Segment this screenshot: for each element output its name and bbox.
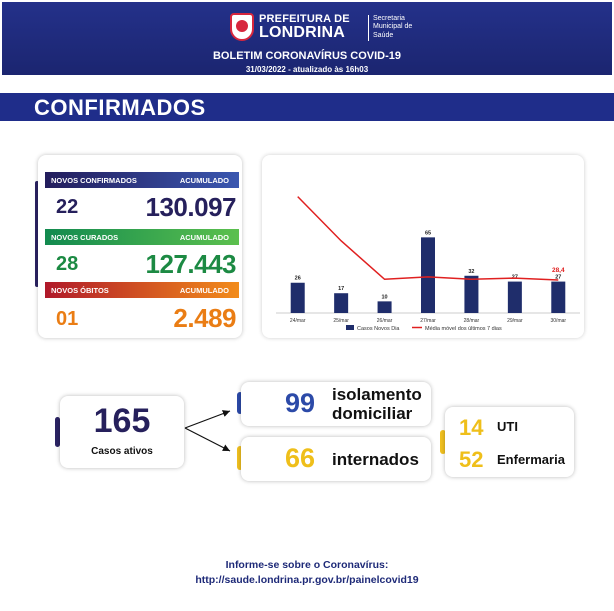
info-link[interactable]: http://saude.londrina.pr.gov.br/painelco… [195, 574, 419, 586]
confirmados-acc-label: ACUMULADO [179, 176, 229, 185]
curados-acc-label: ACUMULADO [179, 233, 229, 242]
enfermaria-label: Enfermaria [497, 452, 565, 467]
moving-average-last-label: 28,4 [552, 267, 565, 274]
bar-value-label: 32 [468, 269, 474, 275]
prefeitura-logo: PREFEITURA DE LONDRINA Secretaria Munici… [230, 13, 412, 43]
section-bar: CONFIRMADOS [0, 93, 614, 121]
chart-panel: 26 24/mar 17 25/mar 10 26/mar 65 27/mar 32 28/mar… [262, 155, 584, 338]
bar [464, 275, 479, 313]
confirmados-label: NOVOS CONFIRMADOS [51, 176, 137, 185]
leitos-accent-bar [440, 430, 446, 454]
header-banner: PREFEITURA DE LONDRINA Secretaria Munici… [0, 0, 614, 77]
isolamento-label-l2: domiciliar [332, 404, 413, 423]
bar-value-label: 26 [295, 276, 301, 282]
info-line1: Informe-se sobre o Coronavírus: [225, 559, 389, 571]
isolamento-value: 99 [285, 388, 316, 418]
isolamento-label-l1: isolamento [332, 385, 422, 404]
obitos-acumulado: 2.489 [173, 303, 236, 333]
logo-sub-line: Municipal de [373, 23, 413, 31]
bar [551, 281, 566, 313]
bar-value-label: 17 [338, 286, 344, 292]
isolamento-accent-bar [237, 392, 243, 414]
curados-header: NOVOS CURADOS ACUMULADO [45, 229, 239, 245]
legend-bar-swatch [346, 325, 354, 330]
logo-sub-line: Saúde [373, 31, 394, 39]
enfermaria-value: 52 [459, 447, 484, 472]
isolamento-label: isolamento domiciliar [332, 385, 422, 423]
city-crest-icon [230, 13, 254, 41]
logo-sub-line: Secretaria [373, 15, 405, 22]
confirmados-header: NOVOS CONFIRMADOS ACUMULADO [45, 172, 239, 188]
bar [377, 301, 392, 313]
internados-label: internados [332, 450, 419, 469]
curados-label: NOVOS CURADOS [51, 233, 119, 242]
bar-value-label: 27 [555, 275, 561, 281]
internados-value: 66 [285, 443, 316, 473]
internados-card: 66 internados [241, 437, 431, 481]
arrow-to-isolamento [184, 410, 231, 429]
bulletin-date: 31/03/2022 - atualizado às 16h03 [245, 65, 369, 74]
x-tick-label: 27/mar [420, 318, 436, 324]
obitos-header: NOVOS ÓBITOS ACUMULADO [45, 282, 239, 298]
ativos-value: 165 [93, 402, 151, 440]
arrow-to-internados [184, 427, 231, 452]
header-background [2, 2, 612, 75]
isolamento-card: 99 isolamento domiciliar [241, 382, 431, 426]
ativos-accent-bar [55, 417, 60, 447]
confirmados-novos: 22 [56, 196, 79, 218]
x-tick-label: 30/mar [551, 318, 567, 324]
x-tick-label: 25/mar [333, 318, 349, 324]
x-tick-label: 24/mar [290, 318, 306, 324]
bar [421, 237, 435, 313]
bar [507, 281, 522, 313]
obitos-label: NOVOS ÓBITOS [51, 286, 109, 295]
curados-acumulado: 127.443 [145, 249, 237, 279]
ativos-card: 165 Casos ativos [60, 396, 184, 468]
bar [290, 282, 305, 313]
uti-value: 14 [459, 415, 484, 440]
obitos-novos: 01 [56, 308, 79, 330]
section-title: CONFIRMADOS [34, 95, 206, 120]
confirmados-acumulado: 130.097 [145, 192, 237, 222]
x-tick-label: 29/mar [507, 318, 523, 324]
logo-subtitle: Secretaria Municipal de Saúde [373, 15, 423, 40]
logo-separator [368, 15, 369, 41]
legend-line-label: Média móvel dos últimos 7 dias [425, 326, 502, 332]
stats-accent-bar [35, 181, 39, 287]
x-tick-label: 26/mar [377, 318, 393, 324]
internados-accent-bar [237, 446, 243, 470]
x-tick-label: 28/mar [464, 318, 480, 324]
bulletin-title: BOLETIM CORONAVÍRUS COVID-19 [212, 50, 402, 62]
bar-value-label: 10 [382, 294, 388, 300]
uti-label: UTI [497, 419, 518, 434]
leitos-card: 14 UTI 52 Enfermaria [445, 407, 574, 477]
ativos-label: Casos ativos [91, 446, 153, 457]
obitos-acc-label: ACUMULADO [179, 286, 229, 295]
bar-value-label: 65 [425, 230, 431, 236]
cases-chart: 26 24/mar 17 25/mar 10 26/mar 65 27/mar 32 28/mar… [276, 196, 580, 332]
moving-average-line [297, 196, 559, 281]
logo-line2: LONDRINA [259, 24, 346, 41]
logo-line1: PREFEITURA DE [259, 13, 350, 25]
legend-bar-label: Casos Novos Dia [357, 326, 400, 332]
curados-novos: 28 [56, 253, 79, 275]
logo-title: PREFEITURA DE LONDRINA [259, 13, 350, 41]
bar [334, 293, 349, 313]
stats-panel: NOVOS CONFIRMADOS ACUMULADO 22 130.097 N… [38, 155, 242, 338]
